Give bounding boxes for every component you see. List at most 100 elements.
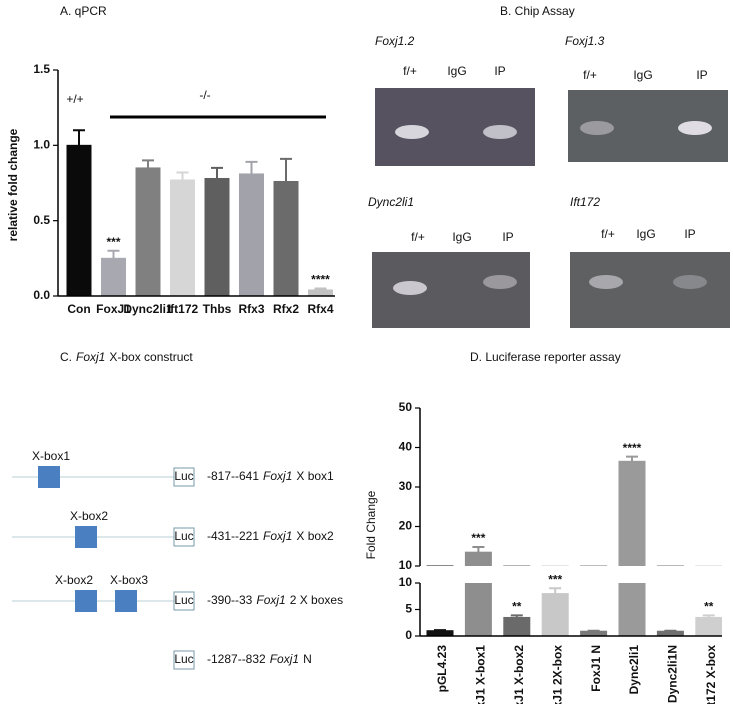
luc-box (173, 527, 195, 547)
y-tick-label: 10 (399, 558, 413, 572)
x-tick-label: pGL4.23 (435, 645, 449, 693)
panel-title: C. Foxj1 X-box construct (60, 350, 193, 364)
luc-label: Luc (174, 529, 193, 543)
chart-title: D. Luciferase reporter assay (470, 350, 621, 364)
lane-label: f/+ (601, 227, 615, 241)
construct-description: -1287--832 Foxj1 N (207, 652, 312, 666)
bar (695, 616, 722, 636)
luc-box (173, 650, 195, 670)
lane-label: IP (502, 230, 513, 244)
gel-image (570, 252, 730, 328)
error-bar (472, 546, 485, 558)
gel-band (673, 275, 707, 289)
range: -390--33 (207, 593, 253, 607)
x-tick-label: Dync2li1N (666, 645, 680, 703)
x-tick-label: Dync2li1 (123, 302, 173, 316)
gel-gene-label: Foxj1.2 (375, 34, 415, 48)
x-box (115, 590, 137, 612)
bar (503, 616, 531, 636)
y-tick-label: 1.5 (33, 62, 50, 76)
error-bar (176, 171, 189, 188)
luc-label: Luc (174, 593, 193, 607)
lane-label: IgG (636, 227, 655, 241)
plot-segment (426, 460, 722, 566)
region: X box1 (296, 469, 334, 483)
title-prefix: C. (60, 350, 72, 364)
y-tick-label: 5 (405, 602, 412, 616)
lane-label: IP (494, 64, 505, 78)
x-tick-label: Ift172 (167, 302, 199, 316)
x-tick-label: Con (67, 302, 90, 316)
significance-label: **** (623, 441, 642, 455)
significance-label: **** (311, 273, 330, 287)
significance-label: *** (548, 572, 562, 586)
x-tick-label: FoxJ1 N (589, 645, 603, 692)
gel-band (589, 275, 623, 289)
bar (204, 177, 230, 296)
lane-label: f/+ (583, 68, 597, 82)
region: N (303, 652, 312, 666)
error-bar (107, 249, 120, 266)
range: -1287--832 (207, 652, 266, 666)
error-bar (280, 157, 292, 205)
luc-label: Luc (174, 652, 193, 666)
gel-band (678, 121, 712, 135)
y-tick-label: 1.0 (33, 138, 50, 152)
y-tick-label: 20 (399, 519, 413, 533)
x-box (75, 526, 97, 548)
x-tick-label: Rfx3 (238, 302, 264, 316)
range: -817--641 (207, 469, 259, 483)
genotype-label: -/- (199, 88, 210, 102)
x-box (75, 590, 97, 612)
luc-box (173, 467, 195, 487)
significance-label: *** (106, 235, 120, 249)
y-tick-label: 0 (405, 628, 412, 642)
x-tick-label: FoxJ1 X-box2 (512, 645, 526, 704)
error-bar (314, 287, 327, 292)
error-bar (142, 159, 154, 176)
error-bar (510, 614, 523, 620)
y-tick-label: 50 (399, 400, 413, 414)
range: -431--221 (207, 529, 259, 543)
bar (580, 565, 608, 566)
construct-description: -431--221 Foxj1 X box2 (207, 529, 334, 543)
x-box-label: X-box3 (110, 573, 148, 587)
luc-label: Luc (174, 469, 193, 483)
x-box-label: X-box2 (70, 509, 108, 523)
y-tick-label: 0.5 (33, 213, 50, 227)
error-bar (702, 614, 715, 620)
y-axis-label: relative fold change (6, 128, 20, 241)
bar (618, 460, 646, 566)
lane-label: IP (696, 68, 707, 82)
x-tick-label: Dync2li1 (627, 645, 641, 695)
error-bar (73, 129, 85, 161)
error-bar (245, 160, 258, 187)
error-bar (626, 455, 638, 467)
x-box (38, 466, 60, 488)
lane-label: IgG (633, 68, 652, 82)
bar (135, 167, 161, 296)
significance-label: ** (512, 600, 522, 614)
panel-title: B. Chip Assay (500, 4, 575, 18)
lane-label: IgG (452, 230, 471, 244)
bar (541, 593, 569, 636)
region: X box2 (296, 529, 334, 543)
plot-segment (66, 144, 333, 296)
y-tick-label: 10 (399, 575, 413, 589)
x-tick-label: FoxJ1 (96, 302, 131, 316)
gel-band (483, 125, 517, 139)
error-bar (434, 629, 446, 632)
y-axis-label: Fold Change (364, 490, 378, 559)
significance-label: *** (471, 531, 485, 545)
region: 2 X boxes (290, 593, 343, 607)
bar (239, 173, 264, 296)
bar (426, 630, 454, 636)
x-box-label: X-box2 (55, 573, 93, 587)
x-box-label: X-box1 (32, 449, 70, 463)
x-tick-label: Ift172 X-box (704, 645, 718, 704)
plot-segment (426, 583, 722, 636)
bar (426, 565, 454, 566)
bar (503, 565, 531, 566)
bar (656, 565, 684, 566)
